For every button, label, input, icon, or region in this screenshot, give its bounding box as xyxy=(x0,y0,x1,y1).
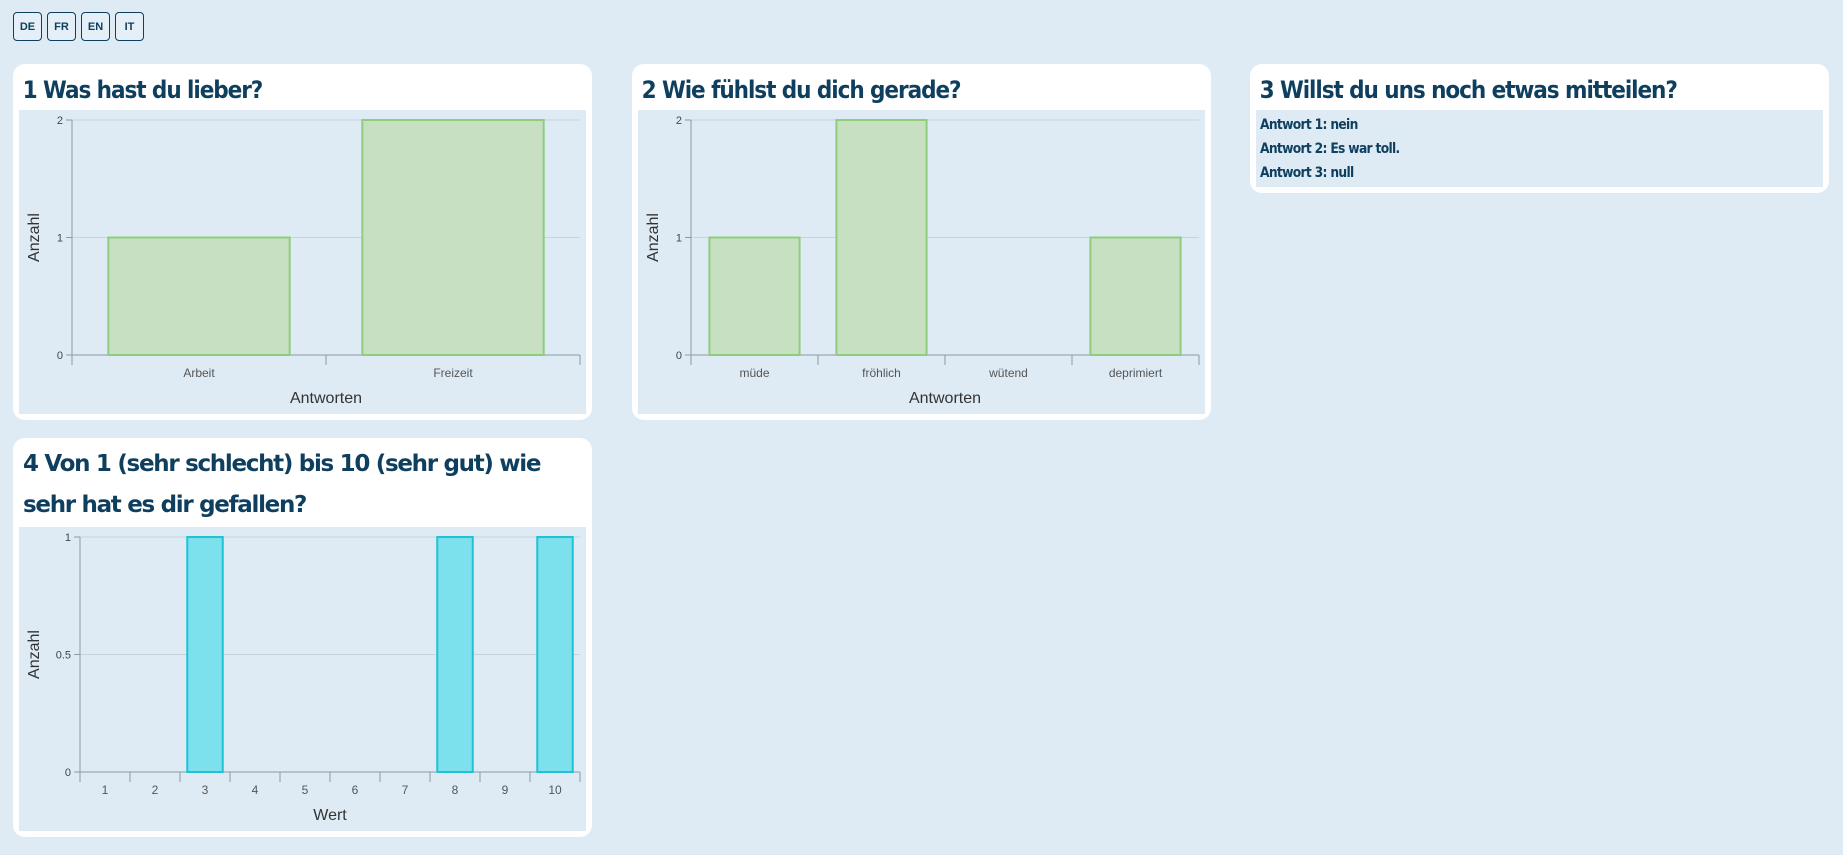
bar xyxy=(708,236,801,356)
bar xyxy=(186,536,224,773)
x-tick-label: deprimiert xyxy=(1109,366,1163,380)
language-switcher: DE FR EN IT xyxy=(13,12,144,41)
x-tick-label: 3 xyxy=(202,783,209,797)
y-axis-title: Anzahl xyxy=(26,630,43,679)
bar xyxy=(835,119,928,356)
language-button-it[interactable]: IT xyxy=(115,12,144,41)
chart-container: 0 0.5 1 1 2 3 4 5 6 7 8 9 10 Wert Anzahl xyxy=(19,527,586,831)
x-tick-label: Freizeit xyxy=(433,366,473,380)
x-tick-label: 10 xyxy=(548,783,562,797)
x-tick-label: 5 xyxy=(302,783,309,797)
x-tick-label: 8 xyxy=(452,783,459,797)
language-button-en[interactable]: EN xyxy=(81,12,110,41)
question-card-4: 4 Von 1 (sehr schlecht) bis 10 (sehr gut… xyxy=(13,438,592,837)
y-tick-label: 0 xyxy=(676,350,682,362)
bar xyxy=(436,536,474,773)
bar-chart: 0 0.5 1 1 2 3 4 5 6 7 8 9 10 Wert Anzahl xyxy=(26,532,581,824)
question-title: 3 Willst du uns noch etwas mitteilen? xyxy=(1259,76,1678,104)
answer-item: Antwort 1: nein xyxy=(1260,117,1358,133)
bar xyxy=(1089,236,1182,356)
x-tick-label: 6 xyxy=(352,783,359,797)
y-tick-label: 0 xyxy=(65,767,71,779)
answer-list: Antwort 1: nein Antwort 2: Es war toll. … xyxy=(1256,110,1823,187)
x-axis-title: Antworten xyxy=(909,390,981,407)
question-title: 1 Was hast du lieber? xyxy=(22,76,264,104)
x-tick-label: müde xyxy=(739,366,769,380)
y-tick-label: 2 xyxy=(57,115,63,127)
question-card-1: 1 Was hast du lieber? 0 1 2 Arbeit Freizeit A… xyxy=(13,64,592,420)
x-tick-label: fröhlich xyxy=(862,366,901,380)
bar-chart: 0 1 2 Arbeit Freizeit Antworten Anzahl xyxy=(26,115,581,407)
y-axis-title: Anzahl xyxy=(645,213,662,262)
language-button-fr[interactable]: FR xyxy=(47,12,76,41)
x-axis-title: Antworten xyxy=(290,390,362,407)
y-tick-label: 0.5 xyxy=(56,650,71,662)
bar xyxy=(107,236,291,356)
y-tick-label: 2 xyxy=(676,115,682,127)
question-title: 4 Von 1 (sehr schlecht) bis 10 (sehr gut… xyxy=(23,451,541,518)
question-title: 2 Wie fühlst du dich gerade? xyxy=(641,76,962,104)
y-tick-label: 0 xyxy=(57,350,63,362)
question-card-3: 3 Willst du uns noch etwas mitteilen? An… xyxy=(1250,64,1829,193)
y-tick-label: 1 xyxy=(57,233,63,245)
answer-item: Antwort 3: null xyxy=(1260,165,1354,181)
language-button-de[interactable]: DE xyxy=(13,12,42,41)
bar xyxy=(361,119,545,356)
bar xyxy=(536,536,574,773)
x-tick-label: wütend xyxy=(988,366,1028,380)
x-tick-label: 9 xyxy=(502,783,509,797)
x-tick-label: 1 xyxy=(102,783,109,797)
x-tick-label: 2 xyxy=(152,783,159,797)
x-tick-label: 4 xyxy=(252,783,259,797)
chart-container: 0 1 2 Arbeit Freizeit Antworten Anzahl xyxy=(19,110,586,414)
y-axis-title: Anzahl xyxy=(26,213,43,262)
answer-item: Antwort 2: Es war toll. xyxy=(1260,141,1400,157)
y-tick-label: 1 xyxy=(676,233,682,245)
x-axis-title: Wert xyxy=(313,807,347,824)
chart-container: 0 1 2 müde fröhlich wütend deprimiert Antworten… xyxy=(638,110,1205,414)
y-tick-label: 1 xyxy=(65,532,71,544)
bar-chart: 0 1 2 müde fröhlich wütend deprimiert Antworten… xyxy=(645,115,1200,407)
x-tick-label: 7 xyxy=(402,783,409,797)
x-tick-label: Arbeit xyxy=(183,366,215,380)
question-card-2: 2 Wie fühlst du dich gerade? 0 1 2 müde fröh… xyxy=(632,64,1211,420)
